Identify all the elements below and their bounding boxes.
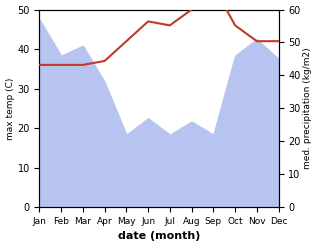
Y-axis label: med. precipitation (kg/m2): med. precipitation (kg/m2) (303, 48, 313, 169)
X-axis label: date (month): date (month) (118, 231, 200, 242)
Y-axis label: max temp (C): max temp (C) (5, 77, 15, 140)
